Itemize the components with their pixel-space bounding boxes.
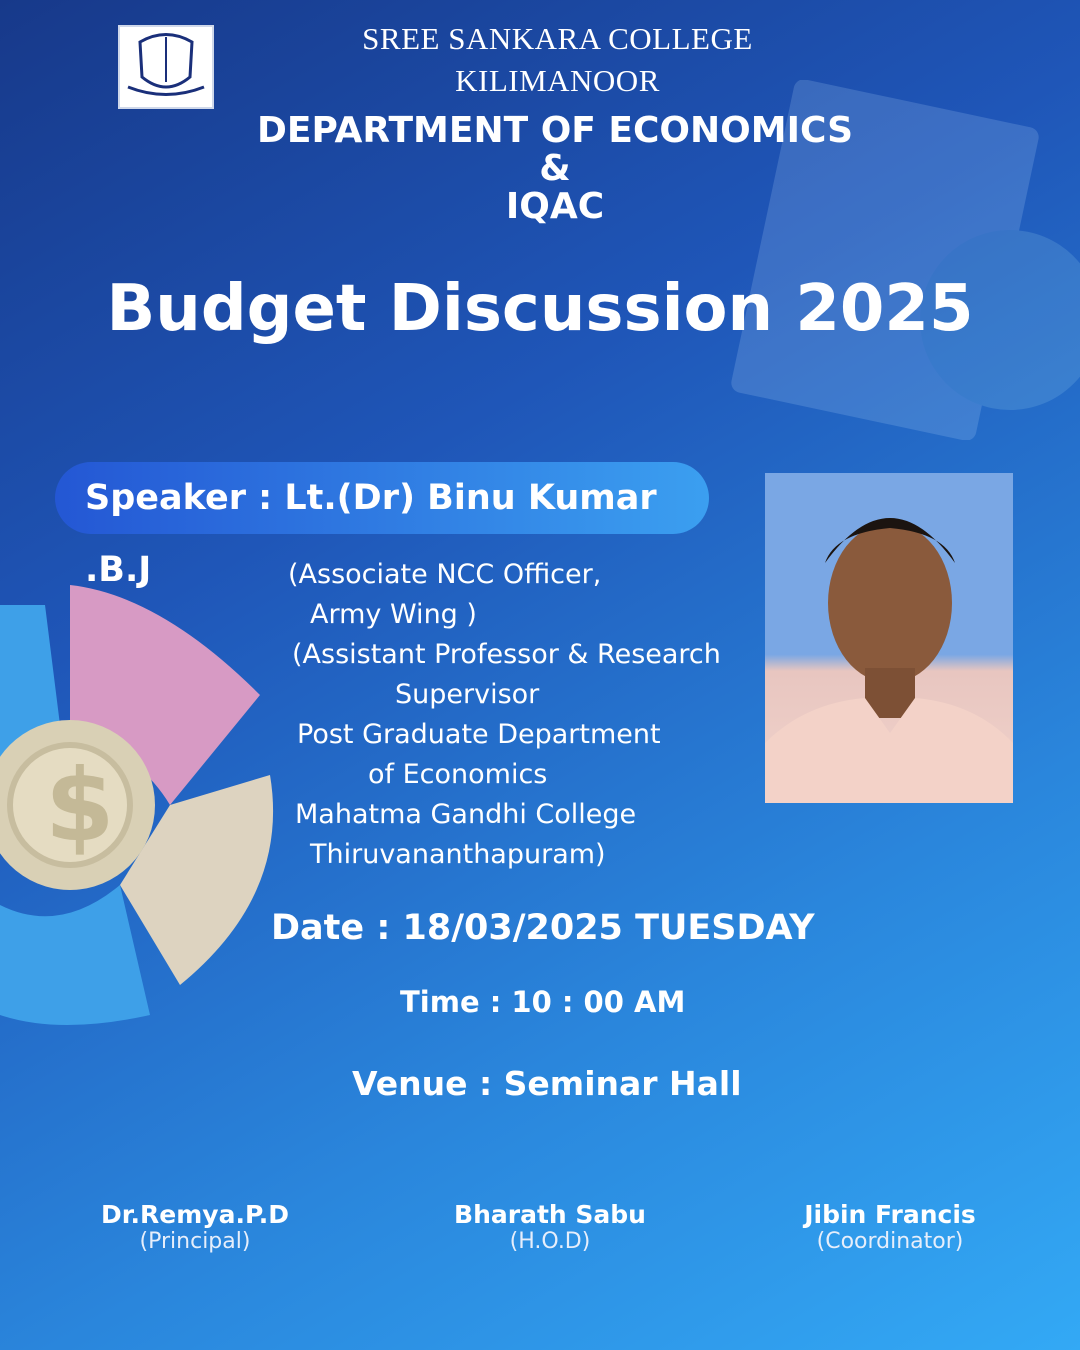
event-time: Time : 10 : 00 AM [400,985,686,1019]
event-venue: Venue : Seminar Hall [352,1064,742,1103]
speaker-photo [765,473,1013,803]
signatory-name: Jibin Francis [804,1200,976,1229]
signatory-principal: Dr.Remya.P.D (Principal) [90,1200,300,1254]
signatory-coordinator: Jibin Francis (Coordinator) [790,1200,990,1254]
signatory-name: Bharath Sabu [454,1200,646,1229]
coin-pie-illustration: $ [0,585,274,1025]
signatory-name: Dr.Remya.P.D [101,1200,289,1229]
iqac: IQAC [505,186,605,227]
speaker-desc-5: Post Graduate Department [297,719,661,750]
event-title: Budget Discussion 2025 [106,272,974,346]
department: DEPARTMENT OF ECONOMICS [256,110,854,151]
speaker-desc-4: Supervisor [395,679,540,710]
checklist-illustration [731,80,1080,440]
signatory-hod: Bharath Sabu (H.O.D) [450,1200,650,1254]
signatory-role: (Principal) [139,1229,251,1254]
speaker-banner: Speaker : Lt.(Dr) Binu Kumar .B.J [55,462,709,590]
ampersand: & [539,148,571,189]
college-logo [118,25,214,109]
college-place: KILIMANOOR [455,63,660,98]
speaker-desc-3: (Assistant Professor & Research [292,639,721,670]
signatory-role: (H.O.D) [509,1229,591,1254]
svg-text:$: $ [45,747,115,864]
signatory-role: (Coordinator) [816,1229,964,1254]
speaker-desc-2: Army Wing ) [310,599,477,630]
speaker-desc-1: (Associate NCC Officer, [288,559,602,590]
speaker-desc-6: of Economics [368,759,548,790]
event-date: Date : 18/03/2025 TUESDAY [271,908,815,948]
speaker-desc-8: Thiruvananthapuram) [310,839,606,870]
speaker-desc-7: Mahatma Gandhi College [295,799,637,830]
college-name: SREE SANKARA COLLEGE [362,21,753,56]
